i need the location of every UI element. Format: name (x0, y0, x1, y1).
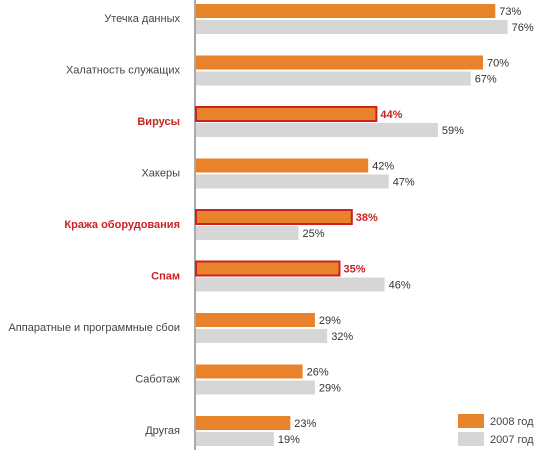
value-label-2007: 25% (303, 228, 325, 240)
bar-2007 (196, 329, 328, 343)
category-label: Другая (145, 425, 180, 437)
value-label-2008: 29% (319, 315, 341, 327)
value-label-2008: 38% (356, 212, 378, 224)
legend-swatch-2008 (458, 414, 484, 428)
bar-2008 (196, 4, 496, 18)
legend: 2008 год 2007 год (458, 414, 534, 446)
category-label: Аппаратные и программные сбои (8, 322, 180, 334)
category-label: Саботаж (135, 374, 180, 386)
value-label-2007: 47% (393, 177, 415, 189)
value-label-2008: 42% (372, 161, 394, 173)
value-label-2008: 26% (307, 367, 329, 379)
value-label-2007: 76% (512, 22, 534, 34)
bar-2008 (196, 364, 303, 379)
bars-group (195, 4, 508, 446)
bar-2007 (196, 174, 389, 189)
category-label: Халатность служащих (66, 65, 181, 77)
value-label-2007: 19% (278, 434, 300, 446)
bar-2007 (196, 226, 299, 240)
value-label-2007: 32% (331, 331, 353, 343)
bar-2007 (196, 71, 471, 86)
value-label-2007: 67% (475, 74, 497, 86)
value-label-2008: 44% (380, 109, 402, 121)
bar-2008 (195, 209, 353, 225)
value-label-2008: 70% (487, 58, 509, 70)
legend-label-2008: 2008 год (490, 416, 534, 428)
bar-2008 (196, 55, 483, 70)
value-label-2007: 59% (442, 125, 464, 137)
category-label: Спам (151, 271, 180, 283)
legend-swatch-2007 (458, 432, 484, 446)
bar-2008 (196, 313, 315, 327)
legend-label-2007: 2007 год (490, 434, 534, 446)
bar-2008 (195, 260, 341, 277)
bar-2008 (196, 158, 369, 173)
category-label: Хакеры (141, 168, 180, 180)
value-label-2008: 35% (344, 264, 366, 276)
labels-group: Утечка данных 73% 76% Халатность служащих 70… (8, 6, 533, 446)
value-label-2007: 29% (319, 383, 341, 395)
bar-2007 (196, 380, 315, 395)
category-label: Вирусы (137, 116, 180, 128)
category-label: Утечка данных (104, 13, 180, 25)
bar-2007 (196, 123, 438, 137)
bar-2007 (196, 432, 274, 446)
bar-2007 (196, 277, 385, 292)
value-label-2008: 73% (499, 6, 521, 18)
category-label: Кража оборудования (64, 219, 180, 231)
bar-2007 (196, 20, 508, 34)
value-label-2008: 23% (294, 418, 316, 430)
bar-2008 (195, 106, 378, 122)
bar-2008 (196, 416, 291, 430)
value-label-2007: 46% (389, 280, 411, 292)
